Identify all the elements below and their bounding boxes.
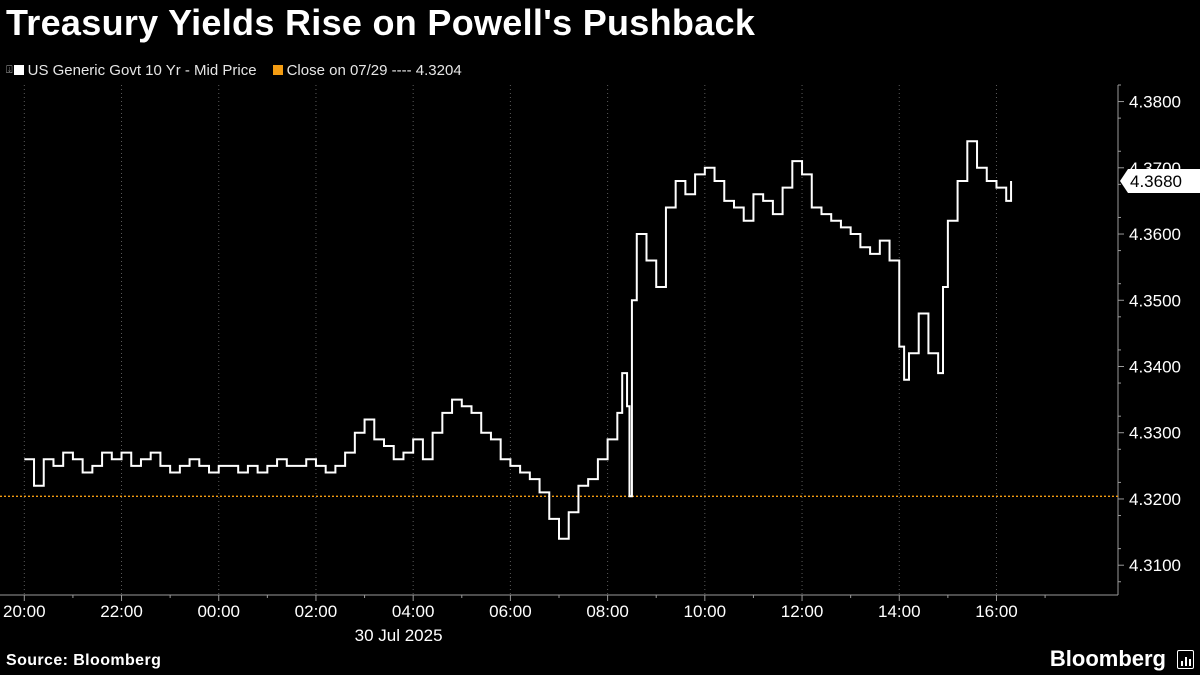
y-tick-label: 4.3200 [1129, 490, 1181, 509]
legend: ⍗ US Generic Govt 10 Yr - Mid Price Clos… [6, 60, 478, 80]
x-tick-label: 08:00 [586, 602, 629, 621]
x-tick-label: 06:00 [489, 602, 532, 621]
x-tick-label: 10:00 [684, 602, 727, 621]
y-tick-label: 4.3400 [1129, 357, 1181, 376]
source-note: Source: Bloomberg [6, 652, 162, 669]
x-tick-label: 02:00 [295, 602, 338, 621]
x-tick-label: 20:00 [3, 602, 46, 621]
y-tick-label: 4.3800 [1129, 93, 1181, 112]
legend-series-label: US Generic Govt 10 Yr - Mid Price [27, 61, 257, 79]
legend-item-close: Close on 07/29 ---- 4.3204 [272, 61, 462, 79]
brand-name: Bloomberg [1049, 646, 1166, 671]
y-tick-label: 4.3600 [1129, 225, 1181, 244]
legend-close-swatch [272, 65, 283, 75]
last-value-marker [1120, 169, 1200, 194]
chart-title: Treasury Yields Rise on Powell's Pushbac… [6, 2, 756, 43]
x-tick-label: 12:00 [781, 602, 824, 621]
legend-item-series: ⍗ US Generic Govt 10 Yr - Mid Price [6, 62, 257, 79]
yield-series-line [24, 140, 1013, 540]
y-tick-label: 4.3100 [1129, 556, 1181, 575]
last-value-label: 4.3680 [1130, 172, 1182, 191]
x-axis-title: 30 Jul 2025 [355, 626, 443, 645]
legend-close-label: Close on 07/29 ---- 4.3204 [286, 61, 462, 79]
y-tick-label: 4.3300 [1129, 424, 1181, 443]
x-tick-label: 22:00 [100, 602, 143, 621]
legend-series-swatch [13, 65, 24, 75]
x-tick-label: 16:00 [975, 602, 1018, 621]
x-tick-label: 14:00 [878, 602, 921, 621]
bar-chart-icon [1177, 650, 1194, 669]
x-tick-label: 04:00 [392, 602, 435, 621]
y-tick-label: 4.3500 [1129, 291, 1181, 310]
x-tick-label: 00:00 [197, 602, 240, 621]
legend-series-glyph-icon: ⍗ [6, 63, 13, 76]
